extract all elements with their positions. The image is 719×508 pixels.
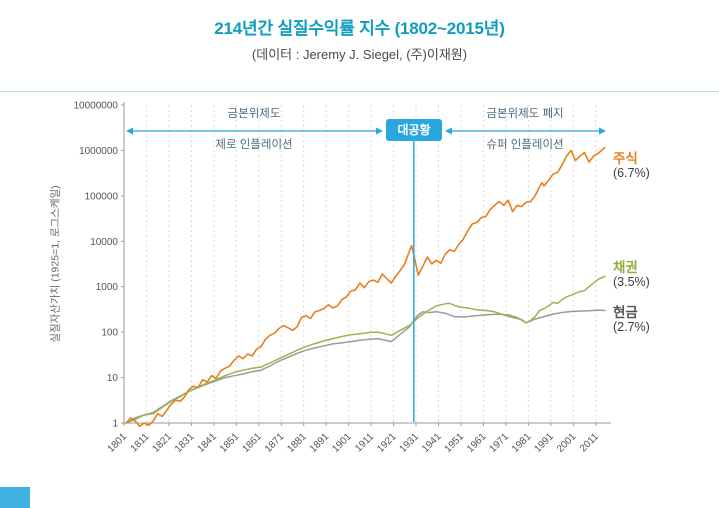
footer-logo xyxy=(0,487,30,508)
chart-subtitle: (데이터 : Jeremy J. Siegel, (주)이재원) xyxy=(251,47,468,62)
legend-cash-label: 현금 xyxy=(613,305,638,320)
legend-stocks-label: 주식 xyxy=(613,151,638,166)
svg-text:1851: 1851 xyxy=(218,431,242,455)
header-divider xyxy=(0,91,719,92)
svg-text:10: 10 xyxy=(107,373,119,384)
svg-text:1901: 1901 xyxy=(330,431,354,455)
gridlines xyxy=(123,105,597,423)
series-line-stocks xyxy=(125,146,606,427)
svg-text:1801: 1801 xyxy=(106,431,130,455)
svg-text:1841: 1841 xyxy=(196,431,220,455)
svg-text:2011: 2011 xyxy=(578,431,601,454)
annotation-zero-inflation: 제로 인플레이션 xyxy=(215,139,293,151)
svg-text:1000: 1000 xyxy=(96,282,119,293)
svg-text:1881: 1881 xyxy=(285,431,309,455)
svg-text:10000: 10000 xyxy=(90,237,118,248)
annotation-arrows xyxy=(126,127,606,135)
y-axis-tick-labels: 1 10 100 1000 10000 100000 1000000 10000000 xyxy=(74,101,124,430)
legend-stocks-return: (6.7%) xyxy=(613,166,650,180)
series-line-cash xyxy=(125,309,606,424)
axes xyxy=(123,102,611,424)
y-axis-title: 실질자산가치 (1925=1, 로그스케일) xyxy=(49,185,62,343)
legend-cash-return: (2.7%) xyxy=(613,320,650,334)
x-axis-tick-labels: 1801 181118211831184118511861187118811891… xyxy=(106,423,601,455)
svg-text:1891: 1891 xyxy=(308,431,332,455)
svg-text:1971: 1971 xyxy=(488,431,512,455)
annotation-super-inflation: 슈퍼 인플레이션 xyxy=(486,139,564,151)
series-line-bonds xyxy=(125,275,606,424)
great-depression-badge: 대공황 xyxy=(386,119,442,141)
svg-text:1821: 1821 xyxy=(151,431,175,455)
svg-text:1871: 1871 xyxy=(263,431,287,455)
svg-text:10000000: 10000000 xyxy=(74,101,119,112)
svg-text:1941: 1941 xyxy=(420,431,444,455)
svg-text:1: 1 xyxy=(112,419,118,430)
svg-text:1931: 1931 xyxy=(398,431,422,455)
svg-text:1831: 1831 xyxy=(173,431,197,455)
svg-text:1811: 1811 xyxy=(129,431,152,454)
svg-text:1981: 1981 xyxy=(510,431,534,455)
legend-bonds-return: (3.5%) xyxy=(613,275,650,289)
svg-text:1861: 1861 xyxy=(240,431,264,455)
svg-text:1951: 1951 xyxy=(443,431,467,455)
svg-text:100000: 100000 xyxy=(85,191,119,202)
legend-bonds-label: 채권 xyxy=(613,260,638,275)
annotation-gold-standard-abolished: 금본위제도 폐지 xyxy=(486,108,564,120)
svg-text:1921: 1921 xyxy=(375,431,399,455)
svg-text:2001: 2001 xyxy=(555,431,579,455)
annotation-gold-standard: 금본위제도 xyxy=(227,108,281,120)
svg-text:1991: 1991 xyxy=(532,431,556,455)
svg-text:1961: 1961 xyxy=(465,431,489,455)
series-lines xyxy=(125,146,606,427)
svg-text:1000000: 1000000 xyxy=(79,146,118,157)
chart-title: 214년간 실질수익률 지수 (1802~2015년) xyxy=(214,19,505,38)
svg-text:1911: 1911 xyxy=(353,431,376,454)
svg-text:100: 100 xyxy=(101,328,118,339)
